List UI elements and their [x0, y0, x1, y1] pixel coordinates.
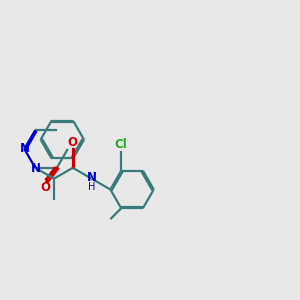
Text: Cl: Cl [115, 138, 128, 151]
Text: N: N [31, 162, 41, 175]
Text: N: N [20, 142, 30, 155]
Text: O: O [68, 136, 78, 149]
Text: O: O [40, 181, 50, 194]
Text: N: N [87, 171, 97, 184]
Text: H: H [88, 182, 95, 192]
